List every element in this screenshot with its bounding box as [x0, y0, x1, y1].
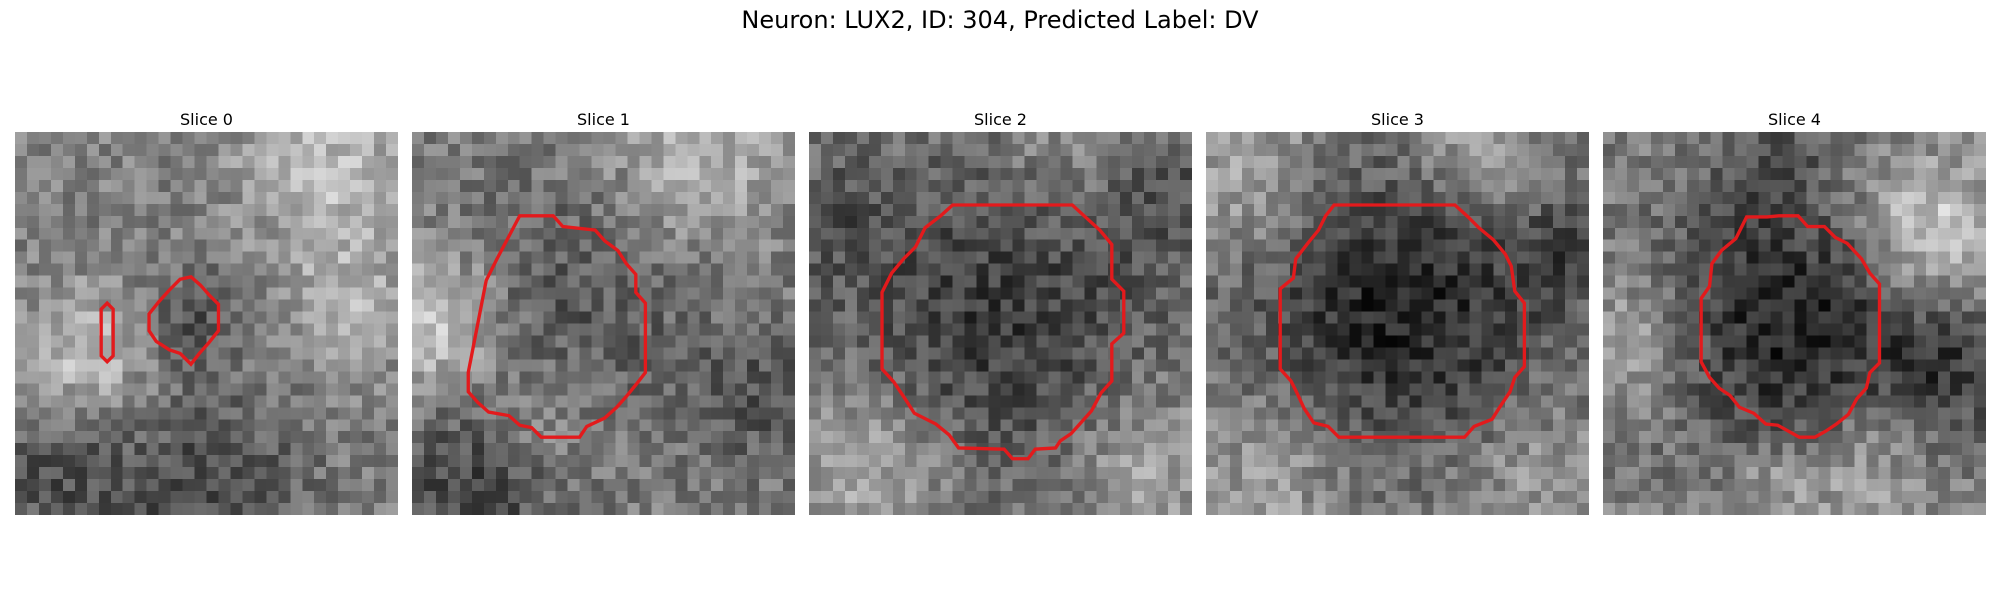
- slice-panel-3: Slice 3: [1206, 108, 1589, 515]
- slice-panel-0: Slice 0: [15, 108, 398, 515]
- slice-image: [15, 132, 398, 515]
- slice-image: [809, 132, 1192, 515]
- cell-contour-overlay: [1278, 203, 1527, 439]
- slice-image: [412, 132, 795, 515]
- cell-contour-overlay: [1699, 214, 1882, 439]
- cell-contour: [1699, 214, 1882, 439]
- figure-title: Neuron: LUX2, ID: 304, Predicted Label: …: [741, 6, 1259, 34]
- slice-title: Slice 4: [1768, 110, 1821, 129]
- cell-contour-overlay: [99, 275, 221, 367]
- slice-pixels: [412, 132, 795, 515]
- slice-title: Slice 0: [180, 110, 233, 129]
- slice-panel-2: Slice 2: [809, 108, 1192, 515]
- cell-contour: [880, 203, 1126, 461]
- slice-panel-1: Slice 1: [412, 108, 795, 515]
- slice-image: [1206, 132, 1589, 515]
- slice-pixels: [1206, 132, 1589, 515]
- slice-title: Slice 1: [577, 110, 630, 129]
- cell-contour: [99, 300, 115, 365]
- slice-title: Slice 3: [1371, 110, 1424, 129]
- slice-panel-4: Slice 4: [1603, 108, 1986, 515]
- slice-title: Slice 2: [974, 110, 1027, 129]
- cell-contour-overlay: [466, 214, 648, 439]
- cell-contour: [1278, 203, 1527, 439]
- slice-pixels: [809, 132, 1192, 515]
- cell-contour: [147, 275, 221, 367]
- cell-contour: [466, 214, 648, 439]
- cell-contour-overlay: [880, 203, 1126, 461]
- slice-image: [1603, 132, 1986, 515]
- slice-pixels: [15, 132, 398, 515]
- slice-pixels: [1603, 132, 1986, 515]
